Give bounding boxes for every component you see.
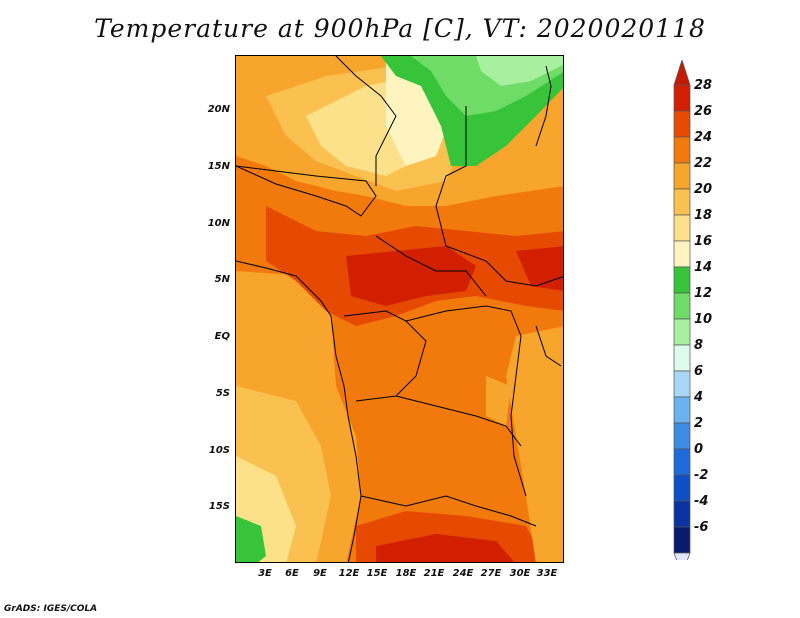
colorbar-swatch [673,240,691,268]
colorbar-label: -4 [694,494,709,509]
lon-label: 33E [536,568,558,579]
colorbar-label: 6 [694,364,704,379]
lon-label: 18E [395,568,417,579]
colorbar-label: -6 [694,520,709,535]
colorbar-label: 24 [694,130,713,145]
field-22C-east [506,326,563,562]
lat-label: 5N [214,274,230,285]
field-28C-central [346,246,476,306]
lat-label: EQ [214,331,230,342]
colorbar-swatch [673,214,691,242]
colorbar-swatch [673,110,691,138]
colorbar-swatch [673,500,691,528]
colorbar-label: 14 [694,260,713,275]
lon-label: 6E [285,568,299,579]
colorbar-label: 8 [694,338,704,353]
colorbar-swatch [673,474,691,502]
lat-label: 20N [207,104,230,115]
chart-title: Temperature at 900hPa [C], VT: 202002011… [94,14,706,43]
field-28C-south [376,534,515,562]
field-14C-southwest [236,516,266,562]
colorbar-label: 28 [694,78,713,93]
colorbar-label: 20 [694,182,713,197]
lon-label: 24E [452,568,474,579]
colorbar-swatch [673,84,691,112]
lon-label: 30E [509,568,531,579]
lat-label: 5S [215,388,230,399]
colorbar-swatch [673,448,691,476]
colorbar-label: 2 [694,416,704,431]
field-22C-lake [486,376,511,426]
colorbar-label: 0 [694,442,704,457]
colorbar-label: 16 [694,234,713,249]
lat-label: 10S [208,445,230,456]
colorbar-swatch [673,370,691,398]
colorbar-label: 18 [694,208,713,223]
lon-label: 27E [480,568,502,579]
colorbar-swatch [673,396,691,424]
field-28C-east [516,246,563,291]
lon-label: 9E [313,568,327,579]
colorbar-swatch [673,292,691,320]
colorbar-over-triangle [673,60,691,86]
colorbar-swatch [673,266,691,294]
credit-text: GrADS: IGES/COLA [4,604,98,614]
lon-label: 15E [366,568,388,579]
colorbar-swatch [673,162,691,190]
colorbar [673,60,691,560]
colorbar-label: 10 [694,312,713,327]
colorbar-label: 26 [694,104,713,119]
colorbar-under-triangle [673,552,691,560]
colorbar-label: 12 [694,286,713,301]
lon-label: 12E [338,568,360,579]
lat-label: 10N [207,218,230,229]
temperature-field [236,56,563,562]
colorbar-swatch [673,422,691,450]
colorbar-swatch [673,318,691,346]
field-10C-northeast [476,56,563,86]
colorbar-label: 4 [694,390,704,405]
map-panel [235,55,564,563]
lat-label: 15S [208,501,230,512]
lon-label: 3E [258,568,272,579]
colorbar-swatch [673,188,691,216]
colorbar-swatch [673,136,691,164]
lon-label: 21E [423,568,445,579]
lat-label: 15N [207,161,230,172]
colorbar-swatch [673,526,691,554]
colorbar-swatch [673,344,691,372]
colorbar-label: -2 [694,468,709,483]
colorbar-label: 22 [694,156,713,171]
boundaries [236,56,563,562]
